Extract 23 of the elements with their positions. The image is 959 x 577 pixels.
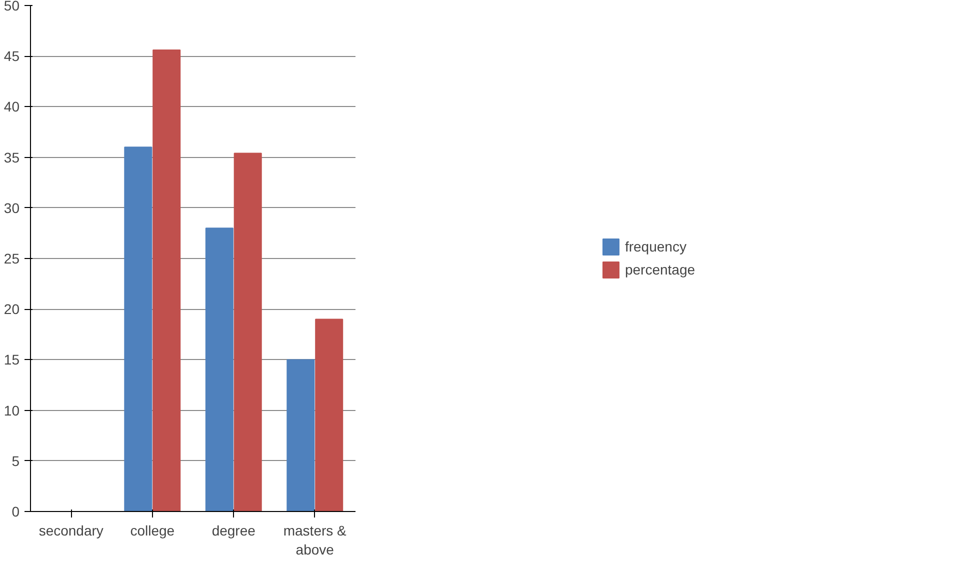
- y-tick-label: 40: [4, 98, 20, 115]
- bar: [124, 146, 152, 512]
- y-tick-label: 50: [4, 0, 20, 14]
- bar: [205, 228, 234, 512]
- y-tick-label: 45: [4, 48, 20, 64]
- y-tick-label: 30: [4, 200, 20, 216]
- bar: [152, 50, 181, 512]
- bar: [234, 152, 262, 512]
- legend-label: percentage: [624, 262, 696, 278]
- y-tick-label: 5: [12, 452, 20, 469]
- legend-label: frequency: [624, 238, 686, 254]
- y-tick-label: 35: [4, 149, 20, 166]
- y-tick-label: 0: [12, 504, 20, 520]
- y-tick-label: 15: [4, 352, 20, 368]
- bar: [286, 359, 315, 512]
- x-tick-label: secondary: [38, 522, 104, 538]
- y-tick-label: 25: [4, 250, 20, 266]
- y-tick-label: 10: [4, 402, 20, 418]
- x-tick-label: degree: [212, 522, 256, 538]
- bar: [315, 318, 344, 512]
- y-tick-label: 20: [4, 301, 20, 318]
- x-tick-label: college: [130, 522, 175, 538]
- x-tick-label: masters & above: [283, 522, 348, 558]
